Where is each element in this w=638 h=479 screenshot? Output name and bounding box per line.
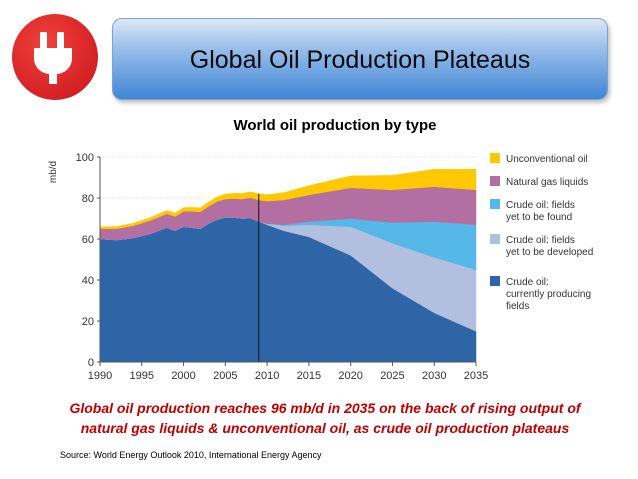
- axes: 0 20 40 60 80 100 1990 1995 2000 2005 2010 2015 2020…: [76, 152, 489, 382]
- caption-line-1: Global oil production reaches 96 mb/d in…: [69, 400, 581, 416]
- y-tick-label-80: 80: [82, 193, 94, 205]
- legend-label-0: Unconventional oil: [506, 154, 588, 165]
- y-tick-label-20: 20: [82, 316, 94, 328]
- legend-swatch-2: [490, 199, 500, 209]
- x-tick-label-2000: 2000: [171, 370, 195, 382]
- x-tick-label-1990: 1990: [88, 370, 112, 382]
- x-tick-label-2020: 2020: [338, 370, 362, 382]
- y-axis-label: mb/d: [48, 161, 59, 183]
- x-tick-label-2005: 2005: [213, 370, 237, 382]
- electric-plug-icon: [34, 32, 72, 84]
- x-tick-label-2025: 2025: [380, 370, 404, 382]
- legend-swatch-1: [490, 176, 500, 186]
- y-tick-label-100: 100: [76, 152, 94, 164]
- y-tick-label-60: 60: [82, 234, 94, 246]
- y-tick-label-0: 0: [88, 357, 94, 369]
- x-tick-label-2015: 2015: [297, 370, 321, 382]
- caption-line-2: natural gas liquids & unconventional oil…: [80, 420, 570, 436]
- legend-swatch-3: [490, 234, 500, 244]
- x-tick-label-2030: 2030: [422, 370, 446, 382]
- legend-label-1: Natural gas liquids: [506, 177, 588, 188]
- slide-title: Global Oil Production Plateaus: [189, 45, 531, 74]
- chart-title: World oil production by type: [233, 117, 437, 134]
- stacked-areas: [99, 169, 477, 363]
- x-tick-label-2035: 2035: [464, 370, 488, 382]
- source-note: Source: World Energy Outlook 2010, Inter…: [60, 450, 322, 460]
- logo-badge: [12, 14, 98, 100]
- x-tick-label-1995: 1995: [130, 370, 154, 382]
- x-tick-label-2010: 2010: [255, 370, 279, 382]
- title-banner: Global Oil Production Plateaus: [112, 18, 608, 100]
- legend-swatch-4: [490, 276, 500, 286]
- legend-label-2: Crude oil: fields yet to be found: [506, 200, 575, 223]
- chart-caption: Global oil production reaches 96 mb/d in…: [40, 398, 610, 438]
- legend: Unconventional oil Natural gas liquids Cru…: [490, 153, 593, 312]
- legend-label-3: Crude oil: fields yet to be developed: [506, 235, 593, 258]
- area-series-4: [99, 169, 477, 230]
- y-tick-label-40: 40: [82, 275, 94, 287]
- legend-label-4: Crude oil: currently producing fields: [506, 277, 591, 312]
- legend-swatch-0: [490, 153, 500, 163]
